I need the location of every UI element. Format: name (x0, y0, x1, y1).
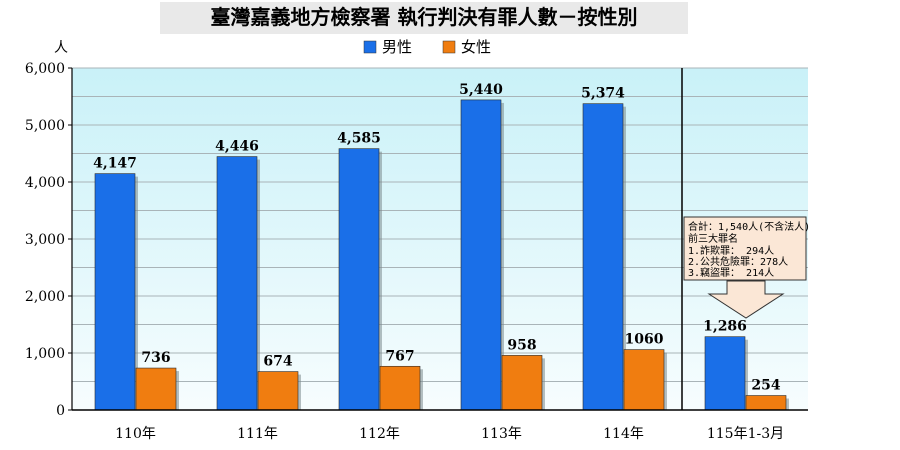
legend-label-female: 女性 (461, 38, 491, 56)
y-tick-label: 4,000 (25, 175, 65, 191)
value-label-female: 674 (263, 354, 292, 370)
value-label-male: 4,147 (93, 156, 137, 172)
value-label-male: 5,374 (581, 86, 625, 102)
annotation-line-3: 1.詐欺罪： 294人 (688, 244, 774, 257)
value-label-male: 1,286 (703, 319, 747, 335)
bar-male (216, 156, 258, 411)
bar-female (257, 371, 299, 411)
value-label-male: 4,585 (337, 131, 381, 147)
category-label: 112年 (359, 426, 400, 442)
category-label: 115年1-3月 (707, 426, 784, 442)
chart-title: 臺灣嘉義地方檢察署 執行判決有罪人數－按性別 (211, 5, 638, 29)
y-tick-label: 0 (56, 403, 65, 419)
annotation-line-5: 3.竊盜罪： 214人 (688, 266, 774, 279)
legend-swatch-female (442, 40, 456, 54)
gridlines (72, 67, 808, 382)
category-label: 114年 (603, 426, 644, 442)
bar-male (582, 103, 624, 411)
y-tick-label: 3,000 (25, 232, 65, 248)
category-label: 113年 (481, 426, 522, 442)
bar-male (460, 99, 502, 411)
value-label-female: 767 (385, 348, 414, 364)
annotation-line-1: 合計：1,540人(不含法人) (688, 220, 810, 233)
bar-female (623, 349, 665, 411)
annotation-callout: 合計：1,540人(不含法人) 前三大罪名 1.詐欺罪： 294人 2.公共危險… (683, 216, 810, 319)
annotation-box (683, 216, 807, 281)
bar-male (338, 148, 380, 411)
bar-female (745, 395, 787, 411)
legend-label-male: 男性 (382, 38, 412, 56)
annotation-arrow (707, 280, 785, 319)
y-tick-label: 2,000 (25, 289, 65, 305)
category-label: 110年 (115, 426, 156, 442)
bars (94, 99, 789, 411)
value-label-male: 5,440 (459, 82, 503, 98)
annotation-line-4: 2.公共危險罪：278人 (688, 255, 788, 268)
y-tick-label: 5,000 (25, 118, 65, 134)
category-label: 111年 (237, 426, 278, 442)
annotation-line-2: 前三大罪名 (688, 232, 738, 245)
bar-female (501, 355, 543, 411)
y-tick-label: 6,000 (25, 61, 65, 77)
y-axis-unit: 人 (54, 40, 68, 56)
bar-male (704, 336, 746, 411)
title-background (160, 2, 688, 34)
value-label-male: 4,446 (215, 139, 259, 155)
value-labels: 4,147 736 4,446 674 4,585 767 5,440 958 5,374 106… (93, 82, 781, 394)
y-tick-label: 1,000 (25, 346, 65, 362)
y-axis-ticks: 0 1,000 2,000 3,000 4,000 5,000 6,000 (25, 61, 72, 419)
bar-female (135, 367, 177, 411)
value-label-female: 736 (141, 350, 170, 366)
legend-swatch-male (363, 40, 377, 54)
value-label-female: 958 (507, 337, 536, 353)
category-labels: 110年 111年 112年 113年 114年 115年1-3月 (115, 426, 784, 442)
value-label-female: 254 (751, 378, 780, 394)
bar-male (94, 173, 136, 411)
value-label-female: 1060 (625, 332, 664, 348)
legend: 男性 女性 (363, 38, 491, 56)
bar-female (379, 365, 421, 411)
